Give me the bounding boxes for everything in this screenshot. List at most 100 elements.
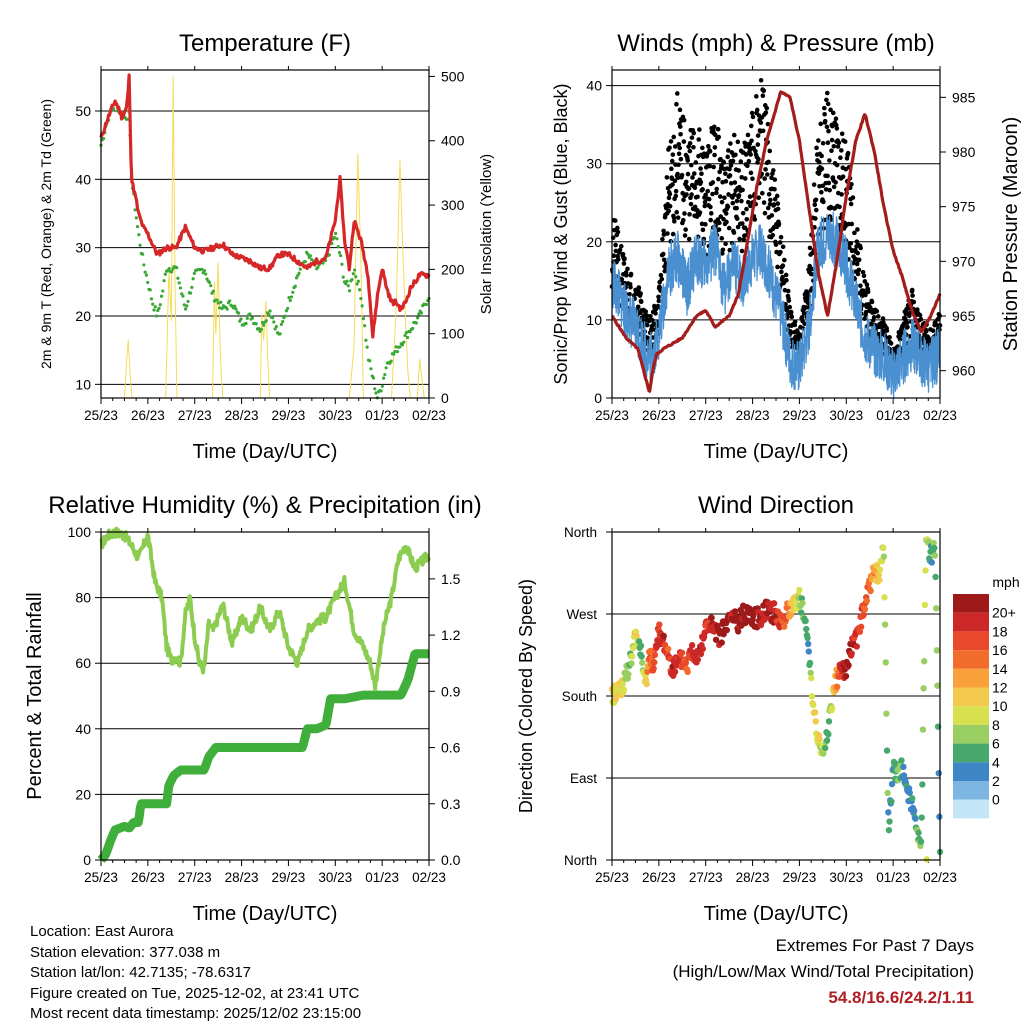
dewpoint-point	[389, 359, 393, 363]
direction-point	[857, 623, 865, 631]
dewpoint-point	[149, 297, 154, 301]
gust-point	[716, 227, 722, 232]
dewpoint-point	[286, 306, 290, 311]
gust-point	[773, 242, 779, 247]
gust-point	[897, 337, 903, 342]
dewpoint-point	[332, 235, 336, 240]
x-tick-label: 01/23	[365, 870, 399, 885]
winds-xlabel: Time (Day/UTC)	[704, 441, 849, 463]
direction-point	[633, 632, 640, 640]
direction-point	[920, 685, 927, 692]
gust-point	[691, 171, 697, 176]
gust-point	[813, 207, 819, 213]
dewpoint-point	[337, 250, 342, 255]
gust-point	[849, 181, 854, 187]
dewpoint-point	[393, 349, 397, 354]
direction-point	[917, 838, 925, 845]
gust-point	[708, 217, 713, 223]
colorbar-swatch	[953, 650, 989, 669]
direction-point	[682, 659, 689, 667]
direction-point	[898, 757, 905, 764]
x-tick-label: 27/23	[689, 408, 723, 423]
dewpoint-point	[360, 304, 364, 308]
x-tick-label: 30/23	[318, 870, 352, 885]
gust-point	[681, 197, 686, 203]
gust-point	[708, 204, 713, 210]
y2-tick-label: 0.9	[441, 683, 461, 699]
colorbar-swatch	[953, 687, 989, 707]
gust-point	[720, 247, 726, 253]
dewpoint-point	[144, 273, 149, 277]
gust-point	[716, 134, 722, 140]
gust-point	[775, 206, 781, 212]
gust-point	[622, 256, 627, 261]
gust-point	[698, 166, 703, 171]
gust-point	[833, 116, 839, 122]
temperature-xlabel: Time (Day/UTC)	[193, 441, 338, 463]
dewpoint-point	[279, 322, 283, 327]
dewpoint-point	[233, 304, 237, 308]
elevation-text: Station elevation: 377.038 m	[30, 943, 221, 961]
gust-point	[763, 110, 769, 115]
x-tick-label: 29/23	[272, 870, 306, 885]
gust-point	[672, 178, 678, 184]
direction-point	[643, 680, 650, 688]
gust-point	[734, 216, 740, 221]
y-tick-label: 30	[75, 240, 91, 256]
dewpoint-point	[159, 294, 164, 298]
dewpoint-point	[239, 317, 243, 321]
gust-point	[816, 138, 821, 143]
y2-tick-label: 985	[952, 89, 976, 105]
direction-point	[807, 669, 814, 677]
dewpoint-point	[379, 389, 383, 393]
dewpoint-point	[225, 307, 229, 311]
gust-point	[731, 230, 737, 235]
direction-point	[910, 807, 918, 814]
x-tick-label: 25/23	[595, 408, 629, 423]
dewpoint-point	[411, 326, 415, 331]
dewpoint-point	[341, 275, 345, 279]
direction-point	[921, 658, 928, 665]
gust-point	[699, 171, 704, 177]
direction-point	[845, 661, 852, 669]
dewpoint-point	[190, 285, 194, 289]
gust-point	[677, 107, 683, 113]
gust-point	[819, 189, 824, 195]
temperature-line	[99, 73, 431, 339]
gust-point	[723, 179, 729, 184]
gust-point	[735, 139, 741, 145]
colorbar-swatch	[953, 706, 989, 725]
direction-point	[930, 539, 937, 547]
gust-point	[676, 162, 681, 168]
dewpoint-point	[274, 324, 278, 329]
gust-point	[825, 140, 831, 146]
y-tick-label: West	[566, 607, 597, 622]
dewpoint-point	[176, 276, 180, 280]
gust-point	[723, 211, 729, 216]
dewpoint-point	[350, 277, 354, 282]
gust-point	[788, 309, 794, 315]
gust-point	[833, 180, 838, 185]
gust-point	[830, 110, 836, 116]
dewpoint-point	[245, 316, 249, 320]
gust-point	[852, 230, 857, 236]
gust-point	[730, 200, 736, 206]
direction-point	[825, 731, 832, 738]
direction-point	[697, 650, 705, 658]
dewpoint-point	[143, 270, 147, 274]
gust-point	[705, 188, 711, 194]
x-tick-label: 27/23	[178, 870, 212, 885]
gust-point	[822, 111, 827, 117]
dewpoint-point	[345, 279, 349, 283]
gust-point	[771, 168, 776, 173]
gust-point	[724, 219, 729, 225]
gust-point	[717, 194, 723, 199]
direction-point	[718, 639, 725, 646]
gust-point	[839, 131, 845, 137]
gust-point	[689, 135, 695, 140]
direction-series	[608, 536, 944, 863]
gust-point	[706, 196, 712, 202]
gust-point	[816, 159, 822, 165]
dewpoint-point	[217, 306, 222, 310]
direction-point	[825, 718, 833, 725]
